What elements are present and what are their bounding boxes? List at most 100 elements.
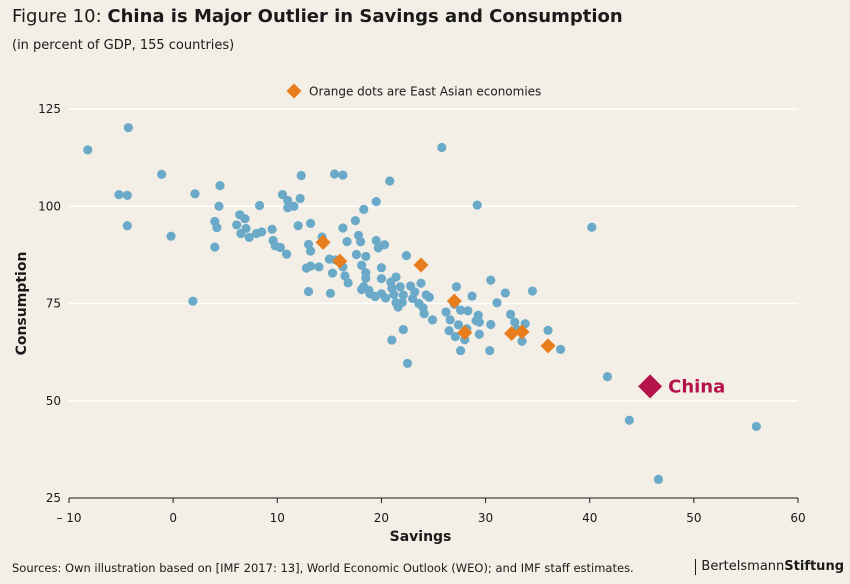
data-point xyxy=(437,142,447,153)
data-point xyxy=(361,273,371,283)
data-point xyxy=(329,169,340,179)
gridlines xyxy=(69,108,798,402)
x-tick-label-40: 40 xyxy=(582,511,597,525)
east-asia-point xyxy=(332,253,348,269)
data-point xyxy=(391,272,401,282)
data-points xyxy=(83,123,761,484)
logo-regular: Bertelsmann xyxy=(701,559,785,574)
data-point xyxy=(293,221,303,231)
data-point xyxy=(602,372,613,382)
y-tick-label-75: 75 xyxy=(46,297,61,311)
data-point xyxy=(296,170,306,181)
data-point xyxy=(122,221,132,231)
data-point xyxy=(500,288,510,298)
data-point xyxy=(359,204,369,214)
data-point xyxy=(416,278,426,288)
data-point xyxy=(123,123,133,133)
logo-bold: Stiftung xyxy=(784,559,844,574)
legend-label: Orange dots are East Asian economies xyxy=(309,85,541,99)
east-asia-point xyxy=(457,325,473,341)
data-point xyxy=(114,189,124,200)
data-point xyxy=(357,284,367,295)
data-point xyxy=(398,290,408,300)
data-point xyxy=(376,274,387,284)
data-point xyxy=(351,249,362,260)
data-point xyxy=(338,223,348,233)
data-point xyxy=(451,282,462,292)
data-point xyxy=(398,324,408,335)
data-point xyxy=(306,261,316,271)
data-point xyxy=(624,415,634,425)
legend-marker-east-asia xyxy=(286,83,302,99)
data-point xyxy=(343,278,353,288)
data-point xyxy=(424,292,434,302)
data-point xyxy=(282,249,292,259)
data-point xyxy=(379,240,390,250)
data-point xyxy=(492,298,502,308)
data-point xyxy=(83,145,93,155)
data-point xyxy=(289,201,299,211)
data-point xyxy=(472,200,482,210)
x-tick-label-10: 10 xyxy=(270,511,285,525)
data-point xyxy=(365,289,375,299)
data-point xyxy=(190,189,200,199)
data-point xyxy=(408,293,418,304)
data-point xyxy=(295,193,305,204)
data-point xyxy=(402,358,413,369)
source-note: Sources: Own illustration based on [IMF … xyxy=(12,561,634,575)
data-point xyxy=(453,320,464,330)
data-point xyxy=(283,195,293,206)
data-point xyxy=(527,286,538,296)
data-point xyxy=(371,235,381,246)
data-point xyxy=(306,246,316,256)
data-point xyxy=(385,176,395,186)
chart-title: Figure 10: China is Major Outlier in Sav… xyxy=(12,6,623,27)
data-point xyxy=(380,293,391,303)
data-point xyxy=(486,319,496,330)
title-main: China is Major Outlier in Savings and Co… xyxy=(107,6,623,27)
y-tick-label-100: 100 xyxy=(38,199,61,213)
y-tick-label-125: 125 xyxy=(38,102,61,116)
x-tick-label-30: 30 xyxy=(478,511,493,525)
data-point xyxy=(275,242,286,253)
data-point xyxy=(210,242,220,252)
y-tick-label-50: 50 xyxy=(46,394,61,408)
data-point xyxy=(401,251,412,261)
data-point xyxy=(357,260,367,270)
east-asia-point xyxy=(504,325,520,341)
data-point xyxy=(389,289,399,300)
data-point xyxy=(485,345,495,356)
title-prefix: Figure 10: xyxy=(12,6,108,27)
data-point xyxy=(473,310,483,320)
data-point xyxy=(419,309,429,319)
data-point xyxy=(267,224,277,234)
x-tick-label-20: 20 xyxy=(374,511,389,525)
data-point xyxy=(450,331,460,342)
data-point xyxy=(356,237,366,247)
data-point xyxy=(455,345,466,356)
data-point xyxy=(325,288,335,298)
publisher-logo: BertelsmannStiftung xyxy=(695,559,844,575)
x-tick-label-0: 0 xyxy=(169,511,177,525)
data-point xyxy=(653,474,664,484)
data-point xyxy=(306,218,316,228)
data-point xyxy=(244,232,254,242)
x-tick-label--10: – 10 xyxy=(56,511,81,525)
y-axis-title: Consumption xyxy=(14,252,30,356)
data-point xyxy=(350,216,360,226)
data-point xyxy=(486,275,496,285)
east-asia-point xyxy=(514,324,530,340)
china-annotation: China xyxy=(668,376,725,397)
east-asia-point xyxy=(315,234,331,250)
data-point xyxy=(361,251,371,262)
data-point xyxy=(587,222,597,232)
y-tick-label-25: 25 xyxy=(46,491,61,505)
data-point xyxy=(257,227,267,237)
data-point xyxy=(387,335,397,345)
data-point xyxy=(395,282,405,292)
data-point xyxy=(474,317,484,327)
data-point xyxy=(214,201,224,211)
data-point xyxy=(314,262,324,272)
data-point xyxy=(510,317,520,327)
